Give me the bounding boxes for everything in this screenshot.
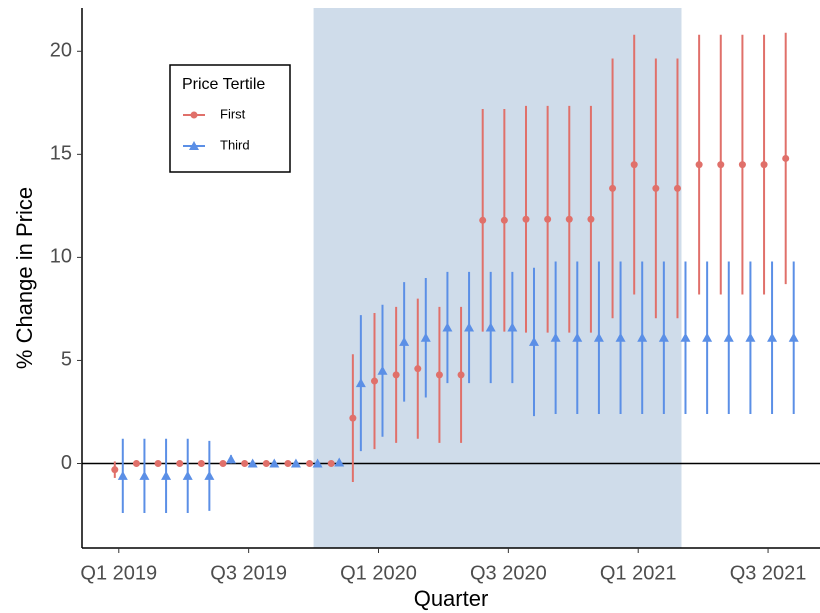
y-axis-title: % Change in Price [12, 187, 37, 369]
point [702, 332, 713, 342]
point [161, 470, 172, 480]
x-tick-label: Q1 2019 [80, 562, 157, 584]
point [139, 470, 150, 480]
point [219, 459, 227, 467]
legend-box [169, 64, 291, 173]
point [767, 332, 778, 342]
x-tick-label: Q3 2021 [730, 562, 807, 584]
legend-marker [189, 141, 199, 150]
point [745, 332, 756, 342]
point [673, 184, 681, 192]
point [464, 322, 475, 332]
point [500, 216, 508, 224]
point [637, 332, 648, 342]
x-tick-label: Q1 2021 [600, 562, 677, 584]
x-axis-title: Quarter [414, 586, 489, 611]
point [182, 470, 193, 480]
point [111, 466, 119, 474]
point [738, 161, 746, 169]
point [420, 332, 431, 342]
point [507, 322, 518, 332]
point [760, 161, 768, 169]
point [176, 459, 184, 467]
point [327, 459, 335, 467]
point [528, 336, 539, 346]
y-tick-label: 20 [50, 40, 72, 62]
point [392, 371, 400, 379]
point [204, 470, 215, 480]
legend-title: Price Tertile [182, 76, 265, 93]
point [544, 215, 552, 223]
point [565, 215, 573, 223]
point [652, 184, 660, 192]
point [572, 332, 583, 342]
point [695, 161, 703, 169]
point [370, 377, 378, 385]
x-tick-label: Q3 2020 [470, 562, 547, 584]
point [485, 322, 496, 332]
point [593, 332, 604, 342]
point [782, 154, 790, 162]
point [349, 414, 357, 422]
point [226, 454, 237, 464]
point [630, 161, 638, 169]
point [788, 332, 799, 342]
point [334, 457, 345, 467]
legend-marker [190, 111, 198, 119]
point [522, 215, 530, 223]
point [442, 322, 453, 332]
point [290, 458, 301, 468]
point [723, 332, 734, 342]
point [479, 216, 487, 224]
point [717, 161, 725, 169]
point [587, 215, 595, 223]
point [457, 371, 465, 379]
x-tick-label: Q3 2019 [210, 562, 287, 584]
point [132, 459, 140, 467]
legend-label: First [220, 106, 246, 121]
point [615, 332, 626, 342]
point [609, 184, 617, 192]
legend-label: Third [220, 137, 250, 152]
point [377, 365, 388, 375]
point [197, 459, 205, 467]
point [262, 459, 270, 467]
y-tick-label: 0 [61, 452, 72, 474]
y-tick-label: 5 [61, 349, 72, 371]
point [154, 459, 162, 467]
x-tick-label: Q1 2020 [340, 562, 417, 584]
point [399, 336, 410, 346]
point [269, 458, 280, 468]
point [680, 332, 691, 342]
point [435, 371, 443, 379]
point [658, 332, 669, 342]
y-tick-label: 15 [50, 143, 72, 165]
point [284, 459, 292, 467]
point [117, 470, 128, 480]
point [355, 378, 366, 388]
point [247, 458, 258, 468]
point [312, 458, 323, 468]
y-tick-label: 10 [50, 246, 72, 268]
point [414, 365, 422, 373]
highlight-band [313, 8, 682, 548]
point [241, 459, 249, 467]
point [550, 332, 561, 342]
point [306, 459, 314, 467]
